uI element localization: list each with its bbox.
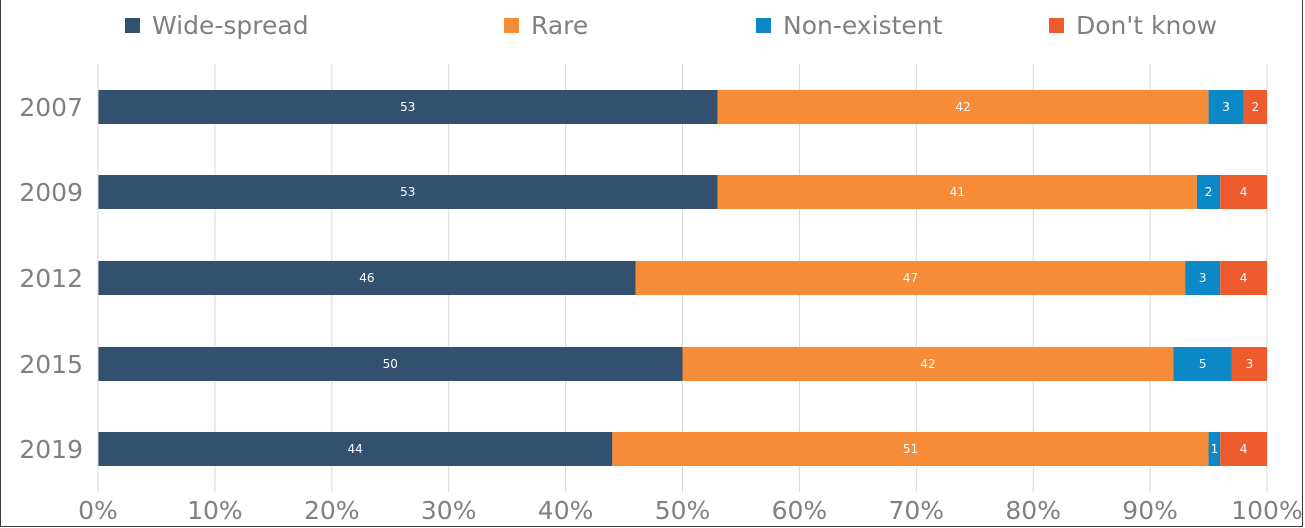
data-label-non-existent-2012: 3 [1199,271,1207,285]
legend-label-wide-spread: Wide-spread [152,10,309,40]
x-tick-50: 50% [655,496,711,525]
data-label-rare-2012: 47 [903,271,918,285]
x-axis-ticks: 0% 10% 20% 30% 40% 50% 60% 70% 80% 90% 100% [78,496,1303,525]
data-label-don-t-know-2012: 4 [1240,271,1248,285]
bar-non-existent-2007 [1208,90,1244,124]
data-label-rare-2015: 42 [920,357,935,371]
data-label-rare-2009: 41 [950,185,965,199]
bar-don-t-know-2007 [1243,90,1267,124]
x-tick-40: 40% [538,496,594,525]
bar-non-existent-2009 [1196,175,1221,209]
data-label-wide-spread-2009: 53 [400,185,415,199]
legend-swatch-non-existent [756,17,771,33]
bar-don-t-know-2012 [1220,261,1267,295]
data-label-rare-2019: 51 [903,442,918,456]
legend: Wide-spread Rare Non-existent Don't know [1,0,1302,50]
bar-rare-2019 [612,432,1209,466]
bar-rare-2009 [717,175,1197,209]
data-label-don-t-know-2007: 2 [1251,100,1259,114]
x-tick-100: 100% [1231,496,1302,525]
x-tick-10: 10% [187,496,243,525]
bar-wide-spread-2007 [98,90,718,124]
category-label-2015: 2015 [19,350,83,379]
bars: 53 42 3 253 41 2 446 47 3 450 42 5 344 51 1 4 [97,64,1267,492]
data-label-don-t-know-2019: 4 [1240,442,1248,456]
x-tick-60: 60% [772,496,828,525]
legend-item-wide-spread: Wide-spread [125,10,309,40]
data-label-don-t-know-2009: 4 [1240,185,1248,199]
bar-wide-spread-2012 [98,261,636,295]
data-label-non-existent-2009: 2 [1205,185,1213,199]
x-tick-30: 30% [421,496,477,525]
data-label-wide-spread-2015: 50 [383,357,398,371]
data-label-wide-spread-2019: 44 [348,442,363,456]
legend-item-rare: Rare [504,10,588,40]
category-label-2019: 2019 [19,435,83,464]
x-tick-90: 90% [1122,496,1178,525]
bar-don-t-know-2009 [1220,175,1267,209]
legend-label-non-existent: Non-existent [783,10,943,40]
x-tick-20: 20% [304,496,360,525]
legend-item-dont-know: Don't know [1049,10,1217,40]
x-tick-80: 80% [1005,496,1061,525]
legend-label-rare: Rare [531,10,589,40]
bar-wide-spread-2015 [98,347,683,381]
bar-wide-spread-2019 [98,432,613,466]
legend-swatch-rare [504,17,519,33]
data-label-don-t-know-2015: 3 [1246,357,1254,371]
data-label-wide-spread-2012: 46 [359,271,374,285]
data-label-wide-spread-2007: 53 [400,100,415,114]
data-label-non-existent-2015: 5 [1199,357,1207,371]
legend-swatch-wide-spread [125,17,140,33]
bar-rare-2012 [635,261,1186,295]
data-label-rare-2007: 42 [955,100,970,114]
bar-non-existent-2019 [1208,432,1221,466]
bar-wide-spread-2009 [98,175,718,209]
x-tick-70: 70% [889,496,945,525]
bar-non-existent-2012 [1185,261,1221,295]
legend-item-non-existent: Non-existent [756,10,942,40]
bar-rare-2015 [682,347,1174,381]
bar-non-existent-2015 [1173,347,1232,381]
legend-swatch-dont-know [1049,17,1064,33]
data-label-non-existent-2007: 3 [1222,100,1230,114]
category-label-2012: 2012 [19,264,83,293]
bar-don-t-know-2019 [1220,432,1267,466]
bar-rare-2007 [717,90,1209,124]
category-label-2009: 2009 [19,178,83,207]
legend-label-dont-know: Don't know [1076,10,1218,40]
data-label-non-existent-2019: 1 [1211,442,1219,456]
bar-don-t-know-2015 [1231,347,1267,381]
x-tick-0: 0% [78,496,118,525]
category-label-2007: 2007 [19,93,83,122]
category-labels: 2007 2009 2012 2015 2019 [19,93,83,464]
